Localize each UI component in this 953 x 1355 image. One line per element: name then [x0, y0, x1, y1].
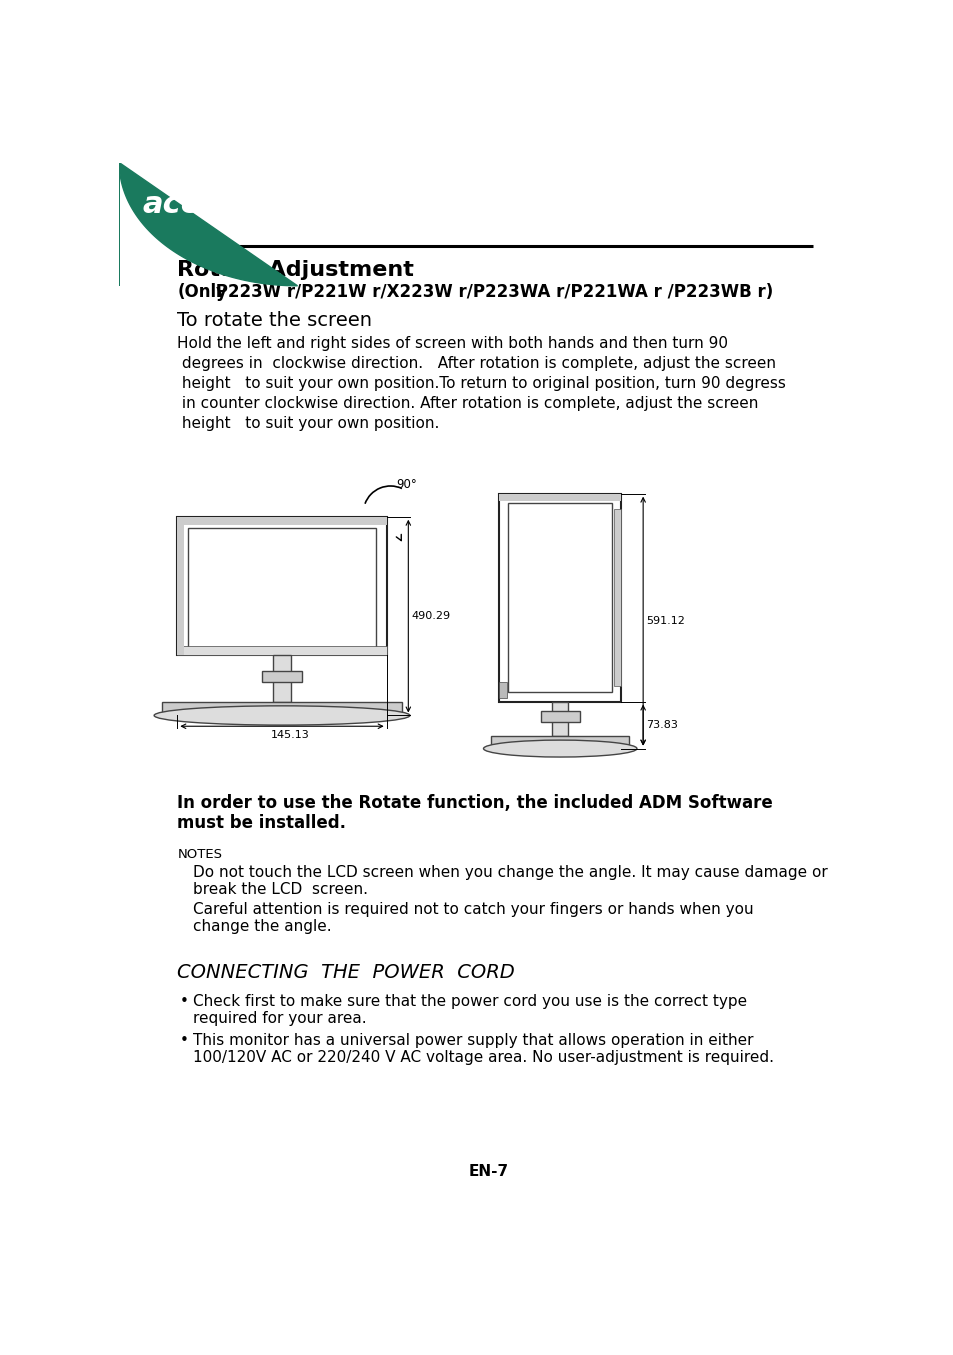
Bar	[177, 516, 183, 656]
Text: In order to use the Rotate function, the included ADM Software: In order to use the Rotate function, the…	[177, 794, 772, 812]
Text: •: •	[179, 995, 189, 1009]
Bar	[498, 493, 620, 702]
Ellipse shape	[483, 740, 637, 757]
Text: height   to suit your own position.To return to original position, turn 90 degre: height to suit your own position.To retu…	[177, 375, 785, 390]
Ellipse shape	[154, 706, 410, 725]
Text: required for your area.: required for your area.	[193, 1011, 366, 1026]
Text: 145.13: 145.13	[270, 730, 309, 740]
Text: (Only: (Only	[177, 283, 227, 302]
Bar	[177, 646, 386, 656]
Text: acer: acer	[142, 191, 216, 220]
Text: P223W r/P221W r/X223W r/P223WA r/P221WA r /P223WB r): P223W r/P221W r/X223W r/P223WA r/P221WA …	[210, 283, 772, 302]
Text: 591.12: 591.12	[645, 617, 684, 626]
Text: 90°: 90°	[396, 478, 417, 492]
Bar	[552, 702, 567, 736]
Bar	[177, 516, 386, 656]
Text: EN-7: EN-7	[468, 1164, 509, 1179]
Bar	[498, 683, 506, 698]
Text: To rotate the screen: To rotate the screen	[177, 312, 372, 331]
Bar	[498, 493, 620, 501]
Text: height   to suit your own position.: height to suit your own position.	[177, 416, 439, 431]
Text: Hold the left and right sides of screen with both hands and then turn 90: Hold the left and right sides of screen …	[177, 336, 727, 351]
Text: NOTES: NOTES	[177, 848, 222, 860]
Text: Rotate Adjustment: Rotate Adjustment	[177, 260, 414, 280]
Text: break the LCD  screen.: break the LCD screen.	[193, 882, 368, 897]
Text: degrees in  clockwise direction.   After rotation is complete, adjust the screen: degrees in clockwise direction. After ro…	[177, 356, 776, 371]
Text: 100/120V AC or 220/240 V AC voltage area. No user-adjustment is required.: 100/120V AC or 220/240 V AC voltage area…	[193, 1050, 773, 1065]
Text: 73.83: 73.83	[645, 720, 678, 730]
Text: •: •	[179, 1033, 189, 1047]
Text: 490.29: 490.29	[411, 611, 450, 621]
Text: Check first to make sure that the power cord you use is the correct type: Check first to make sure that the power …	[193, 995, 746, 1009]
Bar	[508, 503, 612, 692]
Bar	[261, 671, 302, 683]
Text: must be installed.: must be installed.	[177, 814, 346, 832]
Bar	[177, 516, 386, 524]
Bar	[274, 656, 291, 702]
Bar	[613, 509, 620, 686]
Text: This monitor has a universal power supply that allows operation in either: This monitor has a universal power suppl…	[193, 1033, 753, 1047]
Polygon shape	[119, 163, 297, 286]
Text: in counter clockwise direction. After rotation is complete, adjust the screen: in counter clockwise direction. After ro…	[177, 396, 758, 411]
Bar	[162, 702, 402, 715]
Bar	[540, 711, 579, 722]
Text: change the angle.: change the angle.	[193, 919, 331, 934]
Text: CONNECTING  THE  POWER  CORD: CONNECTING THE POWER CORD	[177, 963, 515, 982]
Text: Do not touch the LCD screen when you change the angle. It may cause damage or: Do not touch the LCD screen when you cha…	[193, 864, 827, 879]
Text: Careful attention is required not to catch your fingers or hands when you: Careful attention is required not to cat…	[193, 902, 753, 917]
Bar	[491, 736, 629, 748]
Bar	[188, 527, 375, 648]
